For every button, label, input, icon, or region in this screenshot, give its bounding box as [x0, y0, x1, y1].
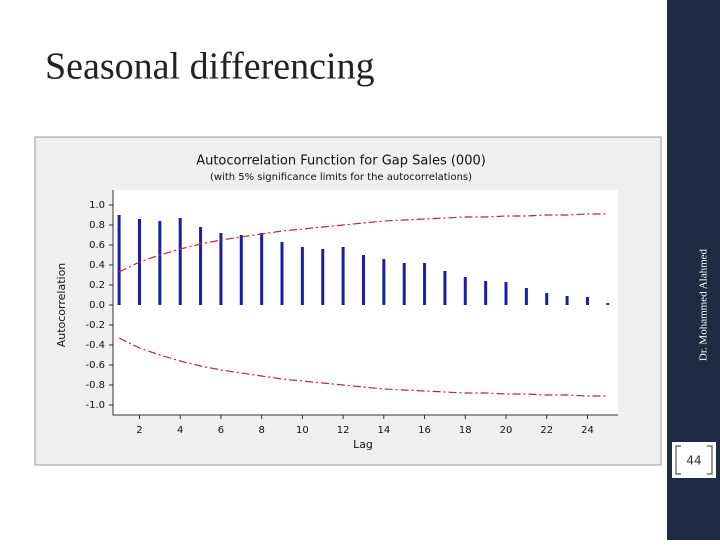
page-box: [672, 442, 716, 478]
x-tick-label: 4: [177, 425, 183, 436]
x-tick-label: 8: [258, 425, 264, 436]
y-tick-label: 1.0: [89, 200, 105, 211]
page-brackets: [675, 445, 713, 475]
x-axis-label: Lag: [353, 438, 373, 451]
y-tick-label: -0.6: [85, 360, 105, 371]
chart-title: Autocorrelation Function for Gap Sales (…: [196, 154, 486, 169]
significance-limit: [118, 213, 608, 273]
x-tick-label: 24: [581, 425, 594, 436]
chart-subtitle: (with 5% significance limits for the aut…: [210, 172, 472, 183]
y-tick-label: -1.0: [85, 400, 105, 411]
y-tick-label: -0.4: [85, 340, 105, 351]
x-tick-label: 20: [500, 425, 513, 436]
slide-title: Seasonal differencing: [45, 46, 375, 88]
side-text: Dr. Mohammed Alahmed: [698, 248, 710, 361]
significance-limit: [118, 337, 608, 397]
x-tick-label: 2: [136, 425, 142, 436]
y-tick-label: -0.8: [85, 380, 105, 391]
y-tick-label: -0.2: [85, 320, 105, 331]
y-tick-label: 0.6: [89, 240, 105, 251]
y-tick-label: 0.8: [89, 220, 105, 231]
x-tick-label: 12: [337, 425, 350, 436]
x-tick-label: 22: [540, 425, 553, 436]
y-tick-label: 0.2: [89, 280, 105, 291]
x-tick-label: 10: [296, 425, 309, 436]
x-tick-label: 6: [218, 425, 224, 436]
x-tick-label: 18: [459, 425, 472, 436]
x-tick-label: 14: [377, 425, 390, 436]
x-tick-label: 16: [418, 425, 431, 436]
page-number: 44: [686, 454, 701, 468]
y-axis-label: Autocorrelation: [55, 263, 68, 348]
plot-area: [113, 190, 618, 415]
y-tick-label: 0.0: [89, 300, 105, 311]
y-tick-label: 0.4: [89, 260, 105, 271]
